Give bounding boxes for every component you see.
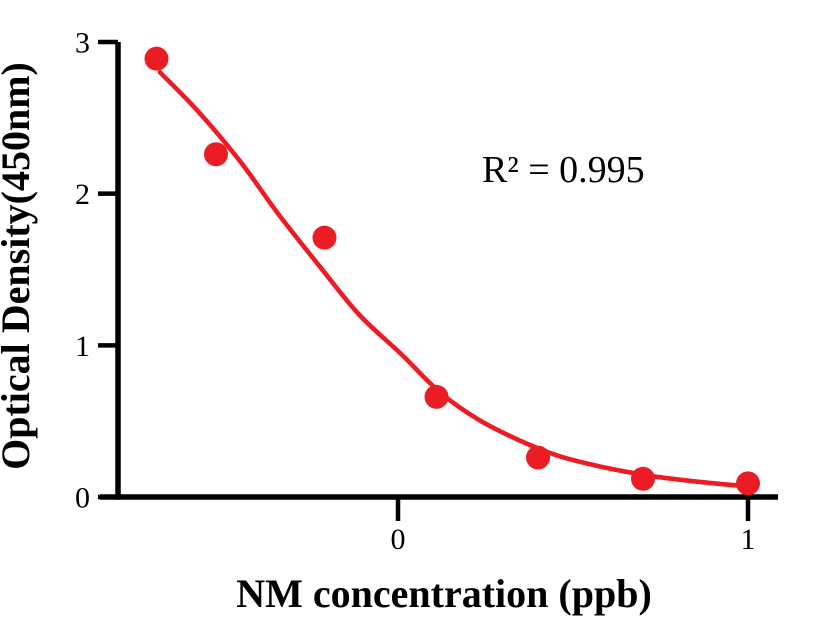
axes-group: 0 1 2 3 0 1 (75, 27, 778, 556)
y-tick-label-3: 3 (75, 27, 90, 60)
data-point-6 (631, 466, 655, 491)
data-point-5 (526, 445, 550, 470)
data-point-3 (312, 225, 337, 250)
data-point-2 (204, 142, 228, 167)
r-squared-annotation: R² = 0.995 (482, 149, 645, 191)
y-axis-title: Optical Density(450nm) (0, 62, 38, 470)
fitted-curve (157, 70, 751, 489)
data-point-4 (424, 384, 449, 409)
data-point-1 (144, 46, 169, 71)
y-tick-label-0: 0 (75, 482, 90, 515)
x-tick-label-0: 0 (391, 523, 406, 556)
y-tick-label-2: 2 (75, 178, 90, 211)
x-axis-title: NM concentration (ppb) (236, 571, 652, 616)
y-tick-label-1: 1 (75, 330, 90, 363)
series-group (144, 46, 760, 496)
x-tick-label-1: 1 (741, 523, 756, 556)
data-point-7 (736, 471, 760, 496)
